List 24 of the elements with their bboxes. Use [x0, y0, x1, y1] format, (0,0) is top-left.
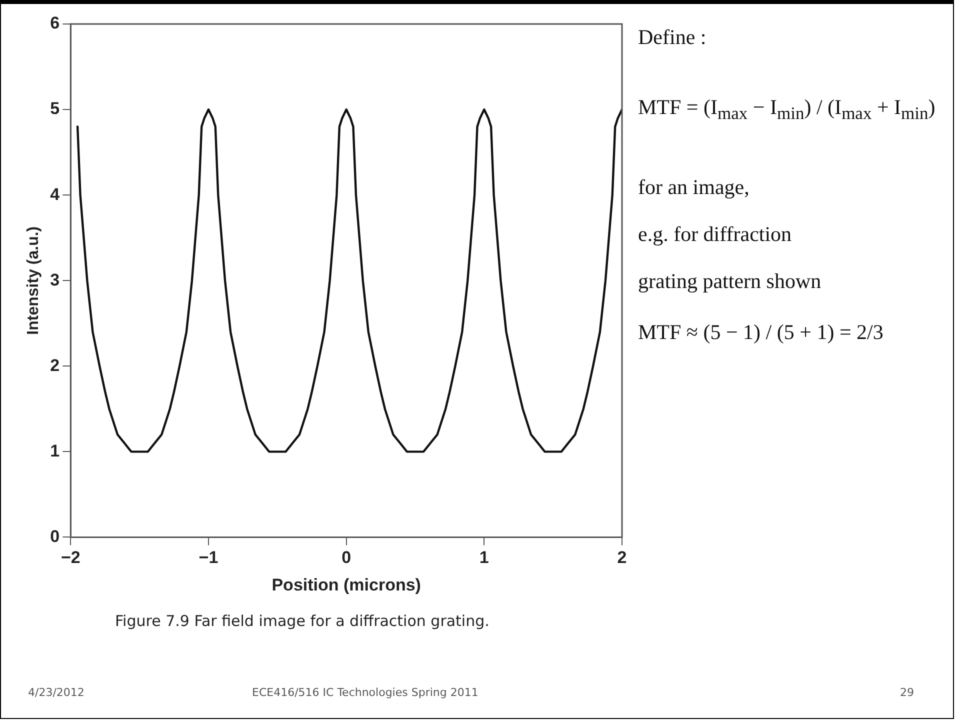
x-tick-label: −2: [60, 548, 80, 568]
x-axis-title: Position (microns): [272, 575, 421, 594]
text: 4/23/2012: [28, 686, 84, 699]
x-tick-label: 0: [342, 548, 352, 568]
x-tick-label: 2: [617, 548, 627, 568]
text: MTF ≈ (5 − 1) / (5 + 1) = 2/3: [638, 320, 884, 345]
text: Define :: [638, 25, 706, 50]
y-tick-label: 4: [50, 184, 60, 204]
text: ECE416/516 IC Technologies Spring 2011: [252, 686, 478, 699]
text: grating pattern shown: [638, 269, 822, 294]
y-tick-label: 6: [50, 14, 60, 33]
y-tick-label: 0: [50, 526, 60, 546]
y-tick-label: 5: [50, 99, 60, 118]
x-tick-label: −1: [198, 548, 218, 568]
y-tick-label: 1: [50, 441, 60, 460]
text: MTF = (I$_{max}$ − I$_{min}$) / (I$_{max}$ + I$_{min}$): [638, 95, 936, 124]
x-tick-label: 1: [479, 548, 489, 568]
caption: Figure 7.9 Far field image for a diffraction grating.: [115, 612, 490, 630]
y-tick-label: 2: [50, 356, 60, 375]
y-axis-title: Intensity (a.u.): [25, 226, 42, 335]
text: 29: [900, 686, 914, 699]
y-tick-label: 3: [50, 270, 60, 290]
text: for an image,: [638, 175, 750, 200]
text: e.g. for diffraction: [638, 222, 792, 247]
